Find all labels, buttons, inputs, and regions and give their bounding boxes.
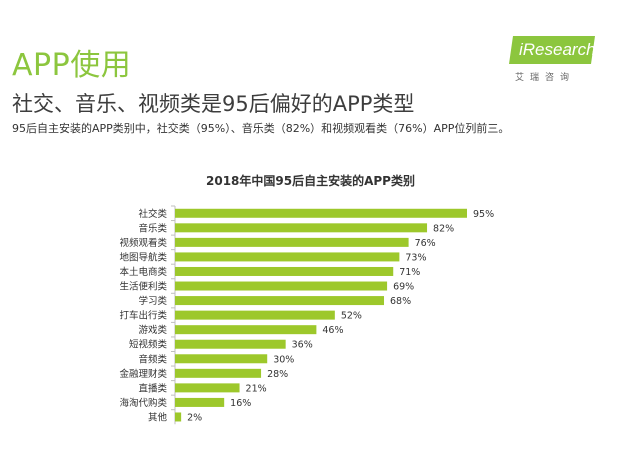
bar: [175, 266, 394, 276]
bar: [175, 412, 182, 422]
iresearch-logo: iResearch 艾瑞咨询: [509, 30, 605, 90]
summary-text: 95后自主安装的APP类别中，社交类（95%）、音乐类（82%）和视频观看类（7…: [12, 122, 510, 135]
category-label: 直播类: [138, 382, 167, 394]
value-label: 82%: [433, 223, 454, 234]
value-label: 73%: [405, 252, 426, 263]
value-label: 95%: [473, 209, 494, 220]
page-headline: 社交、音乐、视频类是95后偏好的APP类型: [12, 92, 415, 116]
bar: [175, 368, 262, 378]
value-label: 36%: [292, 340, 313, 351]
bar: [175, 310, 335, 320]
value-label: 16%: [230, 398, 251, 409]
section-title: APP使用: [12, 48, 132, 83]
bar: [175, 339, 286, 349]
category-label: 本土电商类: [119, 266, 167, 278]
bar: [175, 252, 400, 262]
category-label: 其他: [148, 411, 168, 423]
category-label: 生活便利类: [119, 281, 167, 293]
bar: [175, 208, 467, 218]
category-label: 金融理财类: [119, 368, 167, 380]
bar: [175, 354, 268, 364]
category-label: 学习类: [138, 295, 167, 307]
value-label: 30%: [273, 354, 294, 365]
category-label: 地图导航类: [119, 251, 167, 263]
bar: [175, 325, 317, 335]
value-label: 28%: [267, 369, 288, 380]
bar: [175, 296, 385, 306]
category-label: 短视频类: [129, 339, 168, 351]
bar: [175, 397, 225, 407]
category-label: 游戏类: [138, 324, 167, 336]
category-label: 打车出行类: [119, 310, 167, 322]
logo-wordmark: iResearch: [519, 40, 596, 59]
value-label: 52%: [341, 311, 362, 322]
bar: [175, 281, 388, 291]
value-label: 71%: [399, 267, 420, 278]
value-label: 69%: [393, 282, 414, 293]
chart-title: 2018年中国95后自主安装的APP类别: [206, 174, 415, 188]
value-label: 21%: [246, 383, 267, 394]
bar: [175, 237, 409, 247]
value-label: 2%: [187, 412, 202, 423]
logo-subtitle: 艾瑞咨询: [515, 73, 576, 83]
category-label: 音频类: [138, 353, 167, 365]
value-label: 76%: [415, 238, 436, 249]
category-label: 视频观看类: [119, 237, 167, 249]
logo-badge-shape: [509, 36, 595, 64]
bar: [175, 223, 428, 233]
category-label: 音乐类: [138, 222, 167, 234]
category-label: 海淘代购类: [119, 397, 167, 409]
category-label: 社交类: [138, 208, 167, 220]
value-label: 68%: [390, 296, 411, 307]
bar: [175, 383, 240, 393]
value-label: 46%: [322, 325, 343, 336]
